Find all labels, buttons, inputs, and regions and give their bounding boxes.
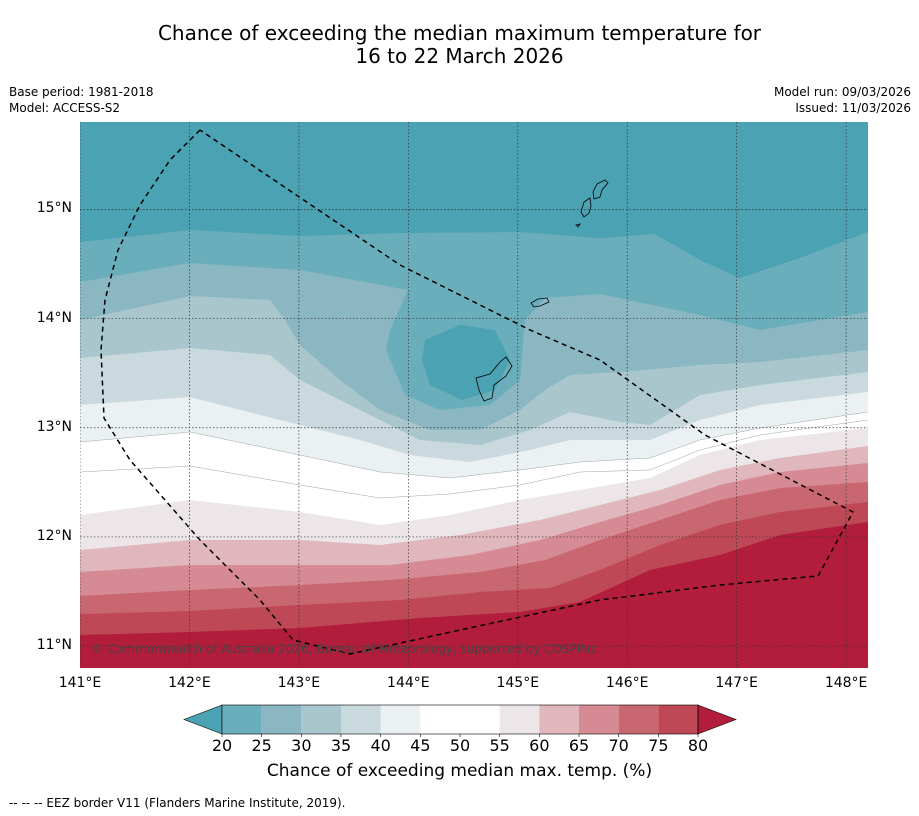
colorbar-segment — [222, 705, 262, 734]
colorbar-tick-label: 25 — [251, 736, 272, 755]
island-saipan — [592, 179, 609, 200]
copyright-text: © Commonwealth of Australia 2026, Bureau… — [92, 642, 597, 656]
colorbar-segment — [618, 705, 659, 734]
island-aguijan — [575, 223, 581, 228]
lon-tick-label: 142°E — [168, 675, 211, 691]
colorbar — [183, 704, 737, 737]
colorbar-tick-label: 45 — [410, 736, 431, 755]
title-line-2: 16 to 22 March 2026 — [355, 44, 564, 68]
island-rota — [530, 297, 550, 308]
colorbar-segment — [301, 705, 341, 734]
lon-tick-label: 148°E — [824, 675, 868, 691]
colorbar-tick-label: 30 — [291, 736, 312, 755]
colorbar-tick-label: 65 — [568, 736, 590, 755]
band-above-80 — [80, 522, 868, 668]
colorbar-segment — [420, 705, 460, 734]
lon-tick-label: 147°E — [715, 675, 758, 691]
title-line-1: Chance of exceeding the median maximum t… — [157, 21, 762, 45]
contour-line — [80, 419, 868, 499]
colorbar-segment — [499, 705, 540, 734]
lat-tick-label: 14°N — [36, 309, 72, 326]
model-name: Model: ACCESS-S2 — [9, 101, 121, 115]
colorbar-segment — [380, 705, 421, 734]
colorbar-tick-label: 55 — [489, 736, 510, 755]
map-title: Chance of exceeding the median maximum t… — [0, 22, 919, 68]
colorbar-under-arrow — [183, 704, 223, 735]
colorbar-segment — [341, 705, 381, 734]
lon-tick-label: 146°E — [605, 675, 649, 691]
model-run: Model run: 09/03/2026 — [773, 85, 911, 99]
colorbar-tick-label: 60 — [529, 736, 550, 755]
gridlines — [80, 122, 868, 668]
colorbar-tick-label: 20 — [211, 736, 233, 755]
island-guam — [475, 356, 513, 402]
lon-tick-label: 141°E — [58, 675, 102, 691]
cold-pocket — [422, 325, 510, 400]
colorbar-segment — [261, 705, 302, 734]
lon-tick-label: 143°E — [277, 675, 321, 691]
lon-tick-label: 145°E — [496, 675, 540, 691]
colorbar-over-arrow — [697, 704, 737, 735]
footer-note: -- -- -- EEZ border V11 (Flanders Marine… — [9, 796, 346, 810]
colorbar-segment — [460, 705, 500, 734]
contour-line — [80, 411, 868, 479]
meta-left: Base period: 1981-2018 Model: ACCESS-S2 — [9, 84, 154, 116]
colorbar-tick-label: 80 — [687, 736, 709, 755]
lat-tick-label: 15°N — [36, 200, 72, 217]
colorbar-tick-label: 70 — [608, 736, 629, 755]
colorbar-segment — [579, 705, 619, 734]
colorbar-tick-label: 40 — [370, 736, 391, 755]
colorbar-title: Chance of exceeding median max. temp. (%… — [266, 761, 653, 781]
eez-border — [100, 129, 855, 655]
base-period: Base period: 1981-2018 — [9, 85, 154, 99]
lat-tick-label: 11°N — [36, 637, 72, 654]
lon-tick-label: 144°E — [387, 675, 430, 691]
colorbar-tick-label: 75 — [648, 736, 669, 755]
island-tinian — [580, 197, 592, 218]
issued-date: Issued: 11/03/2026 — [795, 101, 911, 115]
meta-right: Model run: 09/03/2026 Issued: 11/03/2026 — [774, 84, 911, 116]
colorbar-segment — [658, 705, 698, 734]
colorbar-tick-label: 50 — [449, 736, 471, 755]
colorbar-tick-label: 35 — [330, 736, 352, 755]
map-plot-area: © Commonwealth of Australia 2026, Bureau… — [80, 122, 868, 668]
lat-tick-label: 13°N — [36, 418, 72, 435]
lat-tick-label: 12°N — [36, 527, 72, 544]
colorbar-segment — [539, 705, 579, 734]
